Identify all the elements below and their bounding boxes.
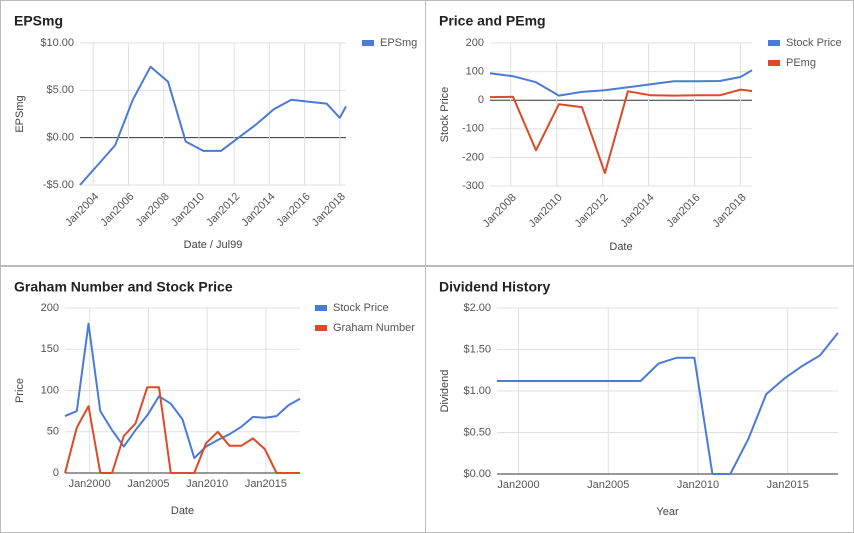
y-tick-label: $0.50 — [463, 426, 491, 438]
legend-swatch — [315, 305, 327, 311]
y-axis-label: Dividend — [439, 370, 451, 413]
legend-label: Stock Price — [333, 302, 389, 314]
y-tick-label: 200 — [466, 37, 484, 49]
chart-title: EPSmg — [14, 13, 63, 29]
legend-swatch — [768, 60, 780, 66]
series-line — [489, 69, 753, 97]
y-axis-label: Stock Price — [439, 87, 451, 143]
panel — [0, 266, 426, 533]
legend-label: PEmg — [786, 57, 816, 69]
panel — [0, 0, 426, 266]
series-line — [64, 386, 300, 474]
y-tick-label: -200 — [462, 151, 484, 163]
x-tick-label: Jan2010 — [677, 479, 719, 491]
y-tick-label: $0.00 — [463, 468, 491, 480]
series-line — [79, 65, 347, 186]
legend-label: Stock Price — [786, 37, 842, 49]
y-tick-label: 100 — [41, 384, 59, 396]
y-tick-label: 50 — [47, 426, 59, 438]
legend-swatch — [768, 40, 780, 46]
x-tick-label: Jan2015 — [245, 478, 287, 490]
x-axis-label: Date / Jul99 — [184, 239, 243, 251]
chart-title: Graham Number and Stock Price — [14, 279, 233, 295]
y-tick-label: 200 — [41, 302, 59, 314]
x-tick-label: Jan2005 — [587, 479, 629, 491]
y-axis-label: Price — [14, 378, 26, 403]
legend-swatch — [315, 325, 327, 331]
legend-swatch — [362, 40, 374, 46]
chart-title: Dividend History — [439, 279, 550, 295]
y-tick-label: $2.00 — [463, 302, 491, 314]
y-tick-label: $1.50 — [463, 343, 491, 355]
series-line — [489, 88, 753, 175]
panel — [425, 266, 854, 533]
y-axis-label: EPSmg — [14, 95, 26, 132]
y-tick-label: $5.00 — [46, 84, 74, 96]
y-tick-label: 100 — [466, 66, 484, 78]
y-tick-label: $0.00 — [46, 132, 74, 144]
y-tick-label: 0 — [478, 94, 484, 106]
y-tick-label: -300 — [462, 180, 484, 192]
panel — [425, 0, 854, 266]
x-tick-label: Jan2010 — [186, 478, 228, 490]
x-axis-label: Date — [609, 241, 632, 253]
x-axis-label: Year — [656, 506, 679, 518]
x-tick-label: Jan2005 — [127, 478, 169, 490]
x-tick-label: Jan2000 — [69, 478, 111, 490]
x-axis-label: Date — [171, 505, 194, 517]
x-tick-label: Jan2000 — [497, 479, 539, 491]
legend-label: EPSmg — [380, 37, 417, 49]
legend-label: Graham Number — [333, 322, 415, 334]
y-tick-label: $10.00 — [40, 37, 74, 49]
series-line — [497, 332, 839, 475]
chart-title: Price and PEmg — [439, 13, 546, 29]
y-tick-label: 0 — [53, 467, 59, 479]
y-tick-label: -$5.00 — [43, 179, 74, 191]
y-tick-label: -100 — [462, 123, 484, 135]
x-tick-label: Jan2015 — [767, 479, 809, 491]
y-tick-label: $1.00 — [463, 385, 491, 397]
series-line — [64, 322, 301, 460]
y-tick-label: 150 — [41, 343, 59, 355]
